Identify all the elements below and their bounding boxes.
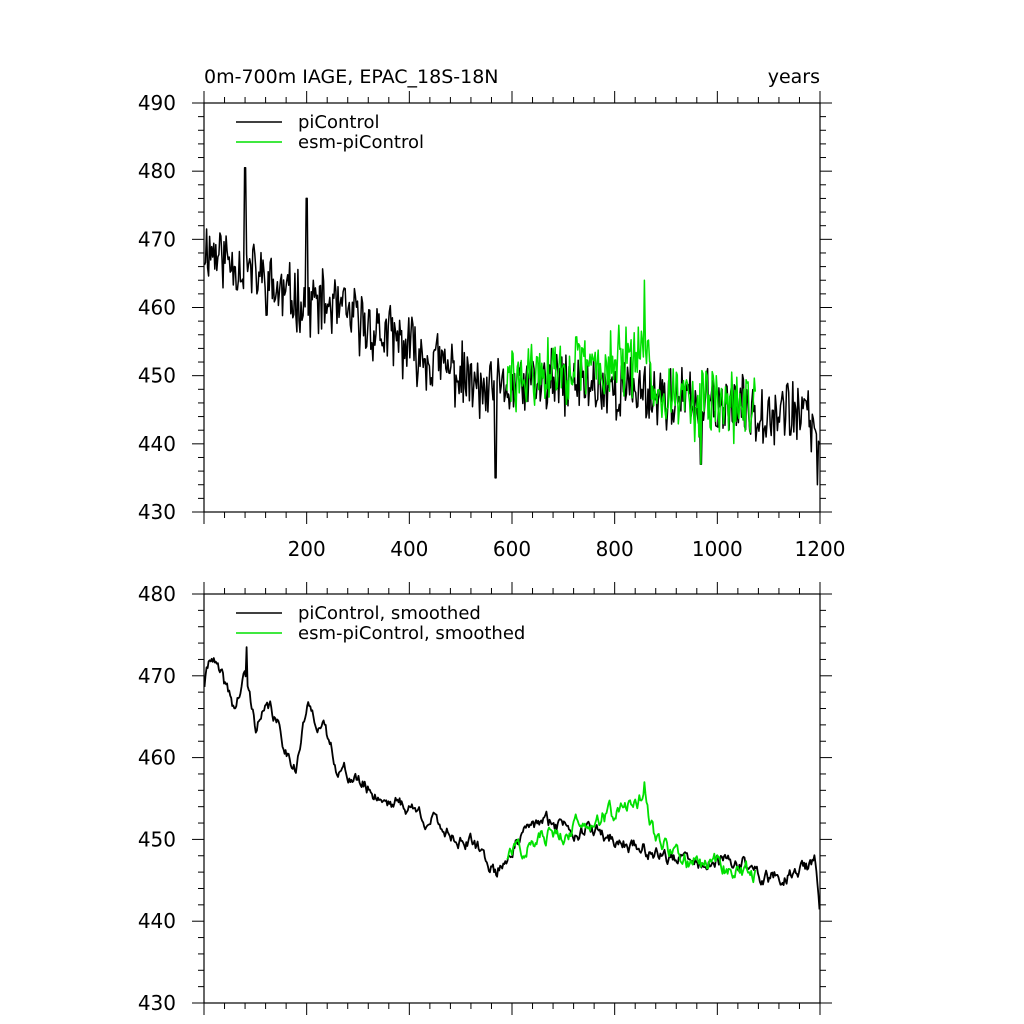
y-tick-label: 450 — [138, 827, 176, 851]
x-tick-label: 400 — [390, 537, 428, 561]
x-tick-label: 200 — [288, 537, 326, 561]
chart-panel-1: 430 440 450 460 470 480 490 200 400 600 800 1000 120… — [138, 91, 846, 561]
legend-label: esm-piControl — [298, 132, 424, 153]
series-line-esm-picontrol — [506, 279, 757, 466]
legend-label: piControl — [298, 112, 380, 133]
y-tick-label: 460 — [138, 746, 176, 770]
y-tick-label: 490 — [138, 91, 176, 115]
y-tick-label: 480 — [138, 582, 176, 606]
series-line-esm-picontrol — [506, 781, 757, 884]
figure-title: 0m-700m IAGE, EPAC_18S-18N — [204, 66, 499, 88]
y-tick-label: 440 — [138, 432, 176, 456]
y-tick-label: 470 — [138, 227, 176, 251]
x-tick-label: 1200 — [795, 537, 846, 561]
x-tick-label: 1000 — [692, 537, 743, 561]
y-tick-label: 470 — [138, 664, 176, 688]
chart-panel-2: 430 440 450 460 470 480 piControl, smoothedesm… — [138, 582, 832, 1015]
x-axis-unit-label: years — [768, 66, 820, 88]
y-tick-label: 460 — [138, 296, 176, 320]
y-tick-label: 430 — [138, 500, 176, 524]
y-tick-label: 450 — [138, 364, 176, 388]
x-tick-label: 600 — [493, 537, 531, 561]
legend-label: esm-piControl, smoothed — [298, 623, 525, 644]
legend-label: piControl, smoothed — [298, 603, 481, 624]
y-tick-label: 440 — [138, 909, 176, 933]
y-tick-label: 430 — [138, 991, 176, 1015]
x-tick-label: 800 — [596, 537, 634, 561]
y-tick-label: 480 — [138, 159, 176, 183]
